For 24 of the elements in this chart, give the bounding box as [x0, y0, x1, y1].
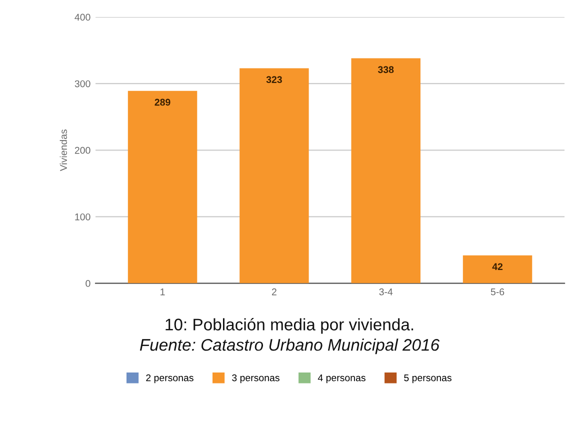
- x-tick-label: 5-6: [490, 288, 504, 296]
- y-tick-label: 0: [86, 280, 90, 287]
- y-axis-title: Viviendas: [60, 130, 67, 172]
- text: 10: Población media por vivienda.: [166, 318, 414, 334]
- y-tick-label: 300: [74, 80, 90, 88]
- data-label: 42: [492, 263, 503, 270]
- source-note: Fuente: Catastro Urbano Municipal 2016: [140, 338, 440, 354]
- legend-label: 4 personas: [318, 374, 366, 384]
- x-tick-label: 1: [160, 288, 165, 296]
- y-tick-label: 400: [74, 14, 90, 21]
- x-tick-label: 2: [272, 288, 276, 296]
- bar: [462, 255, 532, 284]
- data-label: 289: [154, 98, 170, 106]
- legend-label: 2 personas: [146, 374, 194, 384]
- legend-label: 5 personas: [404, 374, 452, 384]
- bar: [351, 58, 420, 284]
- data-label: 338: [378, 66, 394, 74]
- bar: [240, 68, 309, 284]
- x-tick-label: 3-4: [379, 288, 393, 296]
- data-label: 323: [266, 76, 282, 84]
- legend-label: 3 personas: [232, 374, 280, 384]
- bar: [128, 90, 198, 284]
- y-tick-label: 100: [75, 213, 90, 220]
- y-tick-label: 200: [74, 146, 90, 154]
